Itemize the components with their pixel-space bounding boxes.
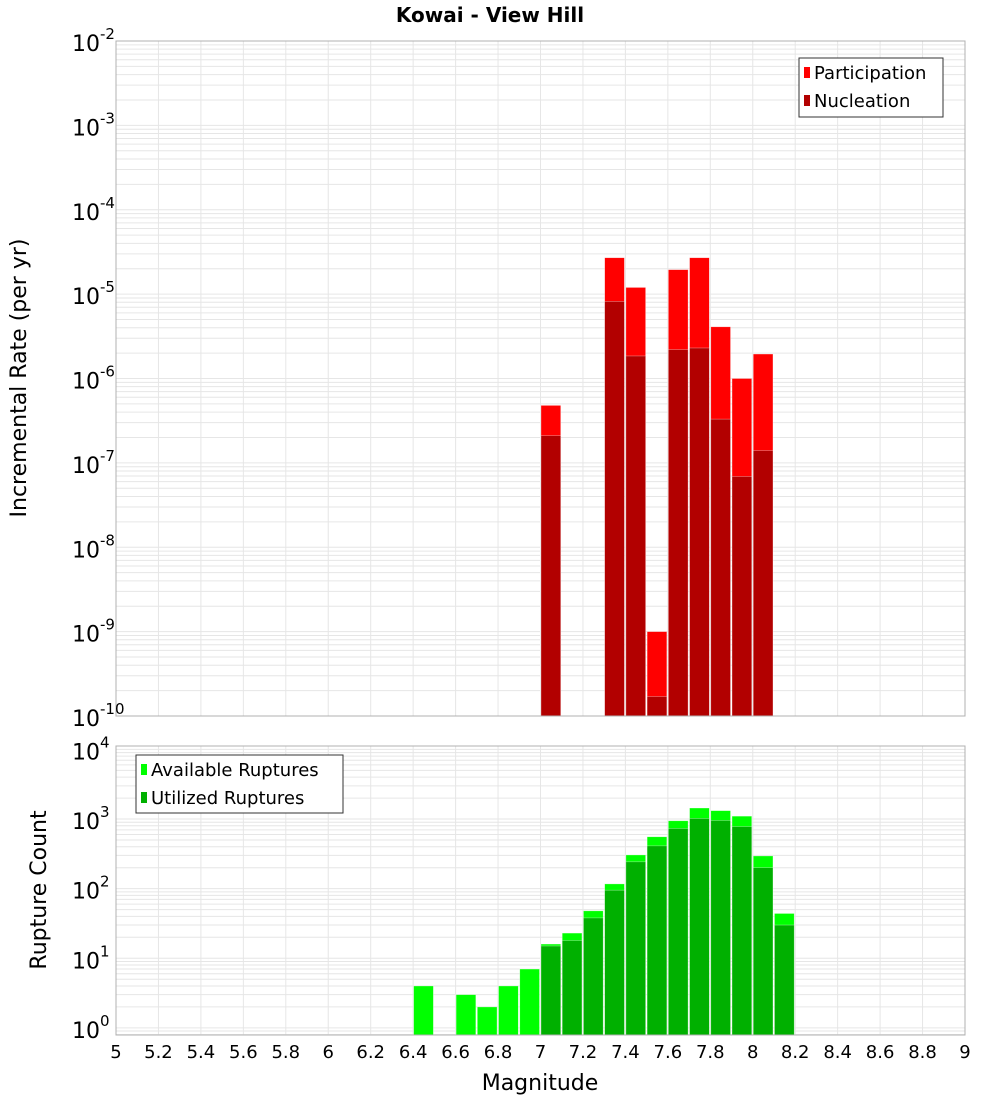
x-tick-label: 5.6 <box>229 1042 258 1063</box>
x-tick-label: 9 <box>959 1042 970 1063</box>
x-tick-label: 5.2 <box>144 1042 173 1063</box>
y-tick-label: 10-5 <box>72 278 115 310</box>
bar-nucleation <box>646 696 668 717</box>
x-tick-label: 7.4 <box>611 1042 640 1063</box>
y-tick-label: 10-10 <box>72 700 125 732</box>
x-axis-label: Magnitude <box>482 1071 599 1096</box>
bar-utilized-ruptures <box>604 889 625 1036</box>
bar-available-ruptures <box>477 1006 498 1036</box>
legend-label: Utilized Ruptures <box>151 788 304 809</box>
bar-utilized-ruptures <box>561 940 583 1036</box>
x-tick-label: 7.6 <box>654 1042 683 1063</box>
legend-swatch <box>141 792 147 803</box>
x-tick-label: 5.4 <box>187 1042 216 1063</box>
y-tick-label: 100 <box>72 1012 110 1044</box>
legend-swatch <box>804 67 810 78</box>
bar-utilized-ruptures <box>731 826 753 1036</box>
bar-available-ruptures <box>519 968 540 1036</box>
y-tick-label: 103 <box>72 803 110 835</box>
x-tick-label: 5.8 <box>271 1042 300 1063</box>
y-axis-label-bottom: Rupture Count <box>27 810 52 970</box>
legend-label: Participation <box>814 63 926 84</box>
x-tick-label: 8.6 <box>866 1042 895 1063</box>
bar-utilized-ruptures <box>625 861 646 1036</box>
y-tick-label: 10-6 <box>72 363 115 395</box>
bar-utilized-ruptures <box>540 945 562 1036</box>
bar-nucleation <box>540 435 562 717</box>
bar-utilized-ruptures <box>668 828 689 1036</box>
x-tick-label: 6.8 <box>484 1042 513 1063</box>
x-tick-label: 8.2 <box>781 1042 810 1063</box>
x-tick-label: 8.4 <box>823 1042 852 1063</box>
y-tick-label: 10-7 <box>72 447 115 479</box>
y-tick-label: 10-8 <box>72 531 115 563</box>
bar-utilized-ruptures <box>774 924 795 1036</box>
plot-frame-1 <box>115 745 966 1036</box>
bar-nucleation <box>668 349 689 717</box>
bar-nucleation <box>604 301 625 717</box>
y-tick-label: 10-9 <box>72 616 115 648</box>
bar-nucleation <box>710 418 731 717</box>
bar-nucleation <box>752 450 774 717</box>
bar-utilized-ruptures <box>689 818 710 1036</box>
bar-utilized-ruptures <box>646 845 668 1036</box>
y-tick-label: 102 <box>72 873 110 905</box>
chart-title: Kowai - View Hill <box>396 3 584 27</box>
legend-swatch <box>141 764 147 775</box>
y-axis-label-top: Incremental Rate (per yr) <box>7 239 32 518</box>
x-tick-label: 8 <box>747 1042 758 1063</box>
legend-swatch <box>804 95 810 106</box>
bar-available-ruptures <box>498 985 519 1036</box>
y-tick-label: 10-3 <box>72 109 115 141</box>
bar-utilized-ruptures <box>710 820 731 1036</box>
plot-frame-0 <box>115 40 966 717</box>
legend-0 <box>798 57 944 118</box>
legend-label: Nucleation <box>814 91 910 112</box>
x-tick-label: 7.8 <box>696 1042 725 1063</box>
legend-1 <box>135 754 344 814</box>
x-tick-label: 8.8 <box>908 1042 937 1063</box>
bar-utilized-ruptures <box>583 917 604 1036</box>
x-tick-label: 6 <box>323 1042 334 1063</box>
legend-label: Available Ruptures <box>151 760 319 781</box>
bar-nucleation <box>625 355 646 717</box>
x-tick-label: 7 <box>535 1042 546 1063</box>
x-tick-label: 5 <box>110 1042 121 1063</box>
bar-nucleation <box>731 476 753 717</box>
x-tick-label: 6.4 <box>399 1042 428 1063</box>
y-tick-label: 104 <box>72 733 110 765</box>
y-tick-label: 101 <box>72 942 110 974</box>
x-tick-label: 6.6 <box>441 1042 470 1063</box>
bar-nucleation <box>689 347 710 717</box>
bar-available-ruptures <box>455 994 477 1036</box>
x-tick-label: 6.2 <box>356 1042 385 1063</box>
bar-available-ruptures <box>413 985 434 1036</box>
x-tick-label: 7.2 <box>569 1042 598 1063</box>
y-tick-label: 10-2 <box>72 25 115 57</box>
y-tick-label: 10-4 <box>72 194 115 226</box>
bar-utilized-ruptures <box>752 867 774 1036</box>
